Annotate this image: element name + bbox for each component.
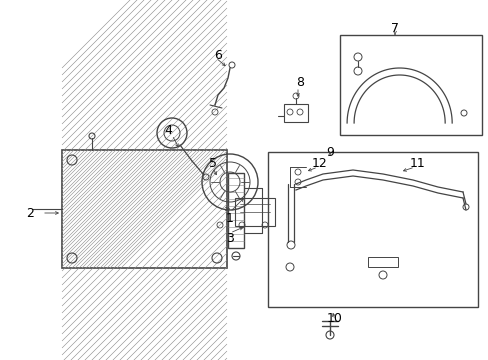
- Text: 8: 8: [295, 76, 304, 89]
- Bar: [284, 104, 307, 122]
- Bar: [339, 35, 481, 135]
- Text: 5: 5: [208, 157, 217, 170]
- Text: 7: 7: [390, 22, 398, 35]
- Text: 3: 3: [225, 231, 233, 244]
- Bar: [227, 173, 244, 248]
- Text: 1: 1: [225, 212, 233, 225]
- Bar: [367, 257, 397, 267]
- Text: 10: 10: [326, 311, 342, 324]
- Text: 2: 2: [26, 207, 34, 220]
- Text: 12: 12: [311, 157, 327, 170]
- Text: 4: 4: [164, 123, 172, 136]
- Text: 6: 6: [214, 49, 222, 62]
- Bar: [235, 198, 274, 226]
- Bar: [62, 150, 226, 268]
- Text: 11: 11: [409, 157, 425, 170]
- Bar: [267, 152, 477, 307]
- Text: 9: 9: [325, 145, 333, 158]
